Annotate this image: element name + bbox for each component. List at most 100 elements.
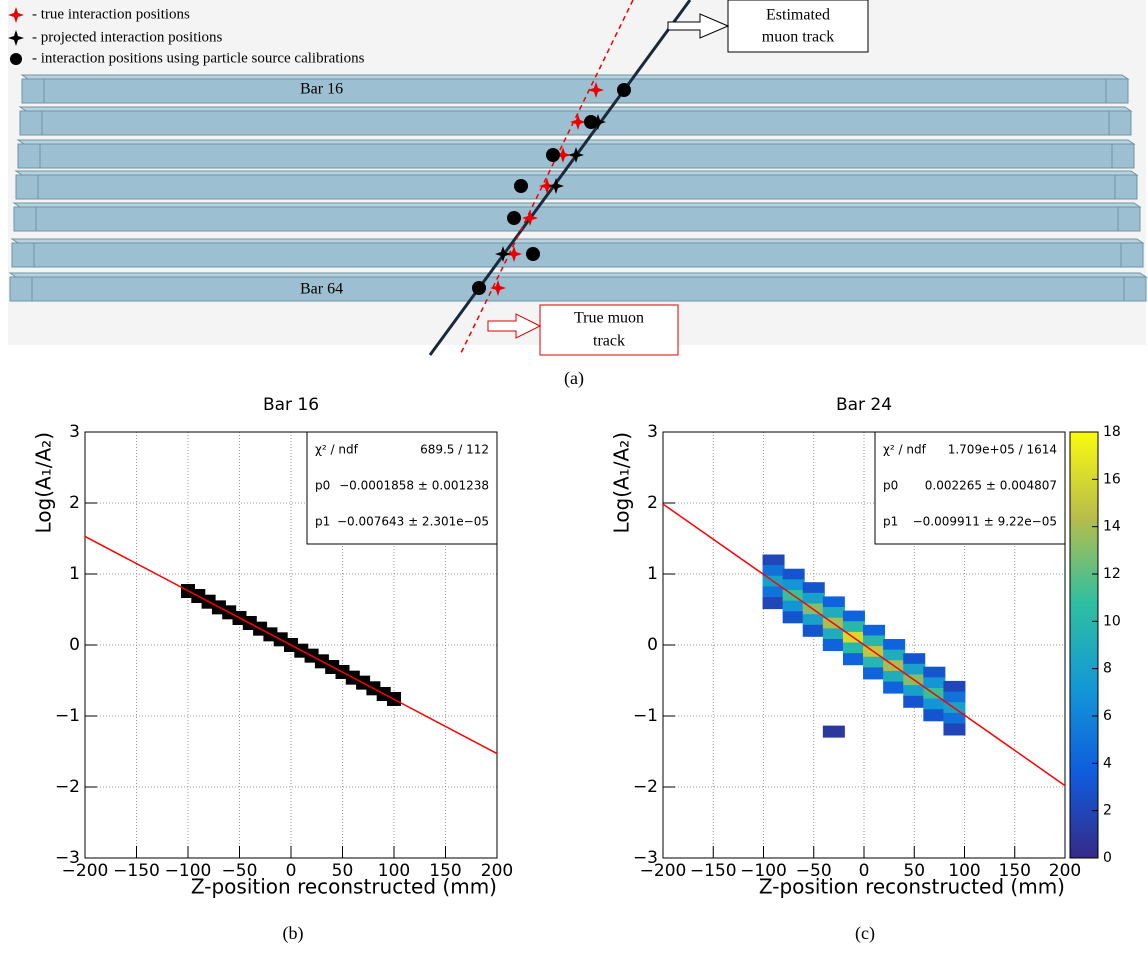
heat-cell bbox=[802, 582, 825, 595]
star-marker bbox=[588, 82, 604, 98]
dot-marker bbox=[10, 53, 22, 65]
stats-name: χ² / ndf bbox=[883, 443, 927, 457]
legend-text: - projected interaction positions bbox=[32, 29, 223, 45]
stats-name: p0 bbox=[315, 479, 330, 493]
x-tick-label: 150 bbox=[999, 861, 1031, 881]
caption: (b) bbox=[283, 923, 304, 944]
slab-front bbox=[11, 242, 1144, 268]
heat-cell bbox=[802, 624, 825, 637]
x-tick-label: −200 bbox=[62, 861, 109, 881]
x-tick-label: −50 bbox=[796, 861, 832, 881]
slab-front bbox=[9, 276, 1147, 302]
slab-top bbox=[18, 106, 1133, 112]
heat-cell bbox=[883, 670, 906, 683]
callout-arrow bbox=[667, 13, 730, 39]
heat-cell bbox=[822, 725, 845, 738]
y-tick-label: −3 bbox=[55, 848, 80, 868]
stats-value: −0.009911 ± 9.22e−05 bbox=[913, 515, 1057, 529]
callout-box bbox=[727, 0, 869, 53]
star-marker bbox=[490, 280, 506, 296]
star-marker bbox=[570, 114, 586, 130]
z-tick-label: 8 bbox=[1103, 661, 1112, 677]
heat-cell bbox=[762, 586, 785, 599]
heat-cell bbox=[863, 635, 886, 648]
heat-cell bbox=[923, 677, 946, 690]
colorbar bbox=[1069, 431, 1099, 859]
fit-line bbox=[662, 503, 1066, 787]
star-marker bbox=[555, 147, 571, 163]
x-axis-label: Z-position reconstructed (mm) bbox=[191, 875, 497, 899]
star-marker bbox=[568, 147, 584, 163]
callout-text: True muon bbox=[574, 310, 644, 327]
slab-top bbox=[12, 202, 1142, 208]
heat-cell bbox=[883, 639, 906, 651]
heat-cell bbox=[943, 712, 966, 725]
heat-cell bbox=[883, 681, 906, 694]
heat-cell bbox=[782, 611, 805, 624]
heat-cell bbox=[903, 653, 926, 666]
bar-label: Bar 16 bbox=[300, 81, 343, 98]
x-tick-label: 50 bbox=[903, 861, 925, 881]
slab-front bbox=[21, 78, 1129, 104]
heat-cell bbox=[943, 723, 966, 736]
callout-arrow bbox=[487, 313, 542, 339]
heat-cell bbox=[782, 579, 805, 592]
true-track bbox=[459, 0, 634, 356]
stats-name: p1 bbox=[883, 515, 898, 529]
dot-marker bbox=[526, 247, 540, 261]
heat-cell bbox=[782, 568, 805, 581]
heat-cell bbox=[863, 624, 886, 637]
x-tick-label: 50 bbox=[332, 861, 354, 881]
heat-cell bbox=[863, 667, 886, 680]
x-tick-label: 100 bbox=[378, 861, 410, 881]
x-tick-label: −200 bbox=[640, 861, 687, 881]
heat-cell bbox=[903, 685, 926, 698]
x-tick-label: 150 bbox=[429, 861, 461, 881]
slab-top bbox=[10, 238, 1145, 244]
heat-cell bbox=[903, 695, 926, 708]
star-marker bbox=[8, 7, 24, 23]
dot-marker bbox=[546, 148, 560, 162]
chart-title: Bar 16 bbox=[263, 395, 319, 415]
chart-title: Bar 24 bbox=[836, 395, 892, 415]
x-tick-label: 100 bbox=[948, 861, 980, 881]
legend-text: - interaction positions using particle s… bbox=[32, 50, 365, 66]
dot-marker bbox=[514, 179, 528, 193]
stats-name: p1 bbox=[315, 515, 330, 529]
caption: (c) bbox=[855, 923, 875, 944]
bar-slabs bbox=[8, 74, 1148, 302]
heat-cell bbox=[923, 666, 946, 679]
dot-marker bbox=[507, 211, 521, 225]
stats-value: 689.5 / 112 bbox=[420, 443, 489, 457]
heat-cell bbox=[923, 709, 946, 722]
z-tick-label: 6 bbox=[1103, 708, 1112, 724]
z-tick-label: 4 bbox=[1103, 755, 1112, 771]
y-tick-label: −2 bbox=[633, 777, 658, 797]
heat-cell bbox=[863, 656, 886, 669]
heat-cell bbox=[762, 554, 785, 567]
x-tick-label: −150 bbox=[690, 861, 737, 881]
slab-top bbox=[8, 272, 1148, 278]
slab-front bbox=[13, 206, 1141, 232]
heat-cell bbox=[822, 628, 845, 641]
bar-label: Bar 64 bbox=[300, 281, 343, 298]
star-marker bbox=[495, 246, 511, 262]
star-marker bbox=[522, 210, 538, 226]
callout-text: muon track bbox=[762, 29, 834, 46]
stats-box bbox=[306, 431, 498, 545]
stats-value: 0.002265 ± 0.004807 bbox=[925, 479, 1057, 493]
slab-top bbox=[14, 170, 1139, 176]
z-tick-label: 2 bbox=[1103, 803, 1112, 819]
stats-value: −0.0001858 ± 0.001238 bbox=[339, 479, 489, 493]
heat-cell bbox=[822, 639, 845, 651]
dot-marker bbox=[584, 115, 598, 129]
y-axis-label: Log(A₁/A₂) bbox=[610, 432, 634, 533]
y-tick-label: −3 bbox=[633, 848, 658, 868]
x-tick-label: −150 bbox=[113, 861, 160, 881]
legend-text: - true interaction positions bbox=[32, 6, 190, 22]
x-tick-label: −100 bbox=[165, 861, 212, 881]
callout-text: track bbox=[593, 333, 625, 350]
z-tick-label: 12 bbox=[1103, 566, 1121, 582]
heat-cell bbox=[782, 600, 805, 613]
